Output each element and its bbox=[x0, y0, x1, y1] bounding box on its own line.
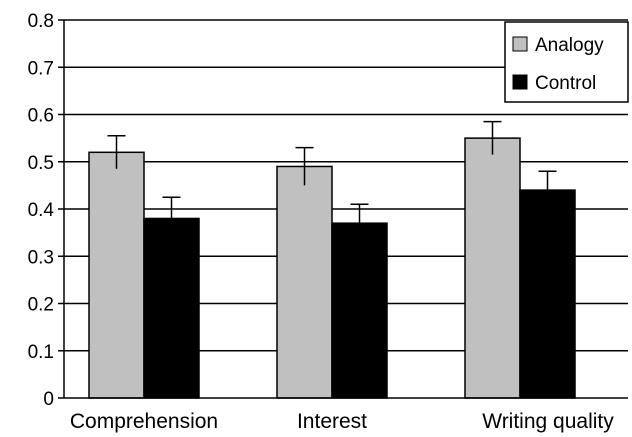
legend: Analogy Control bbox=[504, 21, 629, 103]
error-bars bbox=[107, 120, 557, 243]
x-tick-label: Writing quality bbox=[482, 410, 614, 433]
x-tick-labels: Comprehension Interest Writing quality bbox=[70, 410, 614, 433]
y-tick-label: 0.2 bbox=[28, 295, 54, 316]
y-tick-label: 0.8 bbox=[28, 11, 54, 32]
legend-label-analogy: Analogy bbox=[535, 35, 604, 56]
bar-analogy-interest bbox=[276, 165, 333, 399]
x-tick-label: Interest bbox=[297, 410, 367, 433]
y-tick-label: 0.6 bbox=[28, 106, 54, 127]
y-tick-label: 0.7 bbox=[28, 58, 54, 79]
y-tick-label: 0.4 bbox=[28, 200, 55, 221]
y-tick-labels: 0 0.1 0.2 0.3 0.4 0.5 0.6 0.7 0.8 bbox=[28, 11, 64, 410]
bars bbox=[88, 137, 576, 399]
y-tick-label: 0.1 bbox=[28, 342, 54, 363]
bar-control-interest bbox=[331, 222, 388, 399]
y-tick-label: 0 bbox=[43, 389, 54, 410]
bar-analogy-writing-quality bbox=[464, 137, 521, 399]
legend-label-control: Control bbox=[535, 73, 596, 94]
y-tick-label: 0.3 bbox=[28, 247, 54, 268]
legend-swatch-analogy bbox=[512, 36, 528, 52]
bar-analogy-comprehension bbox=[88, 151, 145, 399]
bar-control-writing-quality bbox=[519, 189, 576, 399]
x-tick-label: Comprehension bbox=[70, 410, 218, 433]
y-tick-label: 0.5 bbox=[28, 153, 54, 174]
bar-control-comprehension bbox=[143, 217, 200, 399]
legend-swatch-control bbox=[512, 74, 528, 90]
